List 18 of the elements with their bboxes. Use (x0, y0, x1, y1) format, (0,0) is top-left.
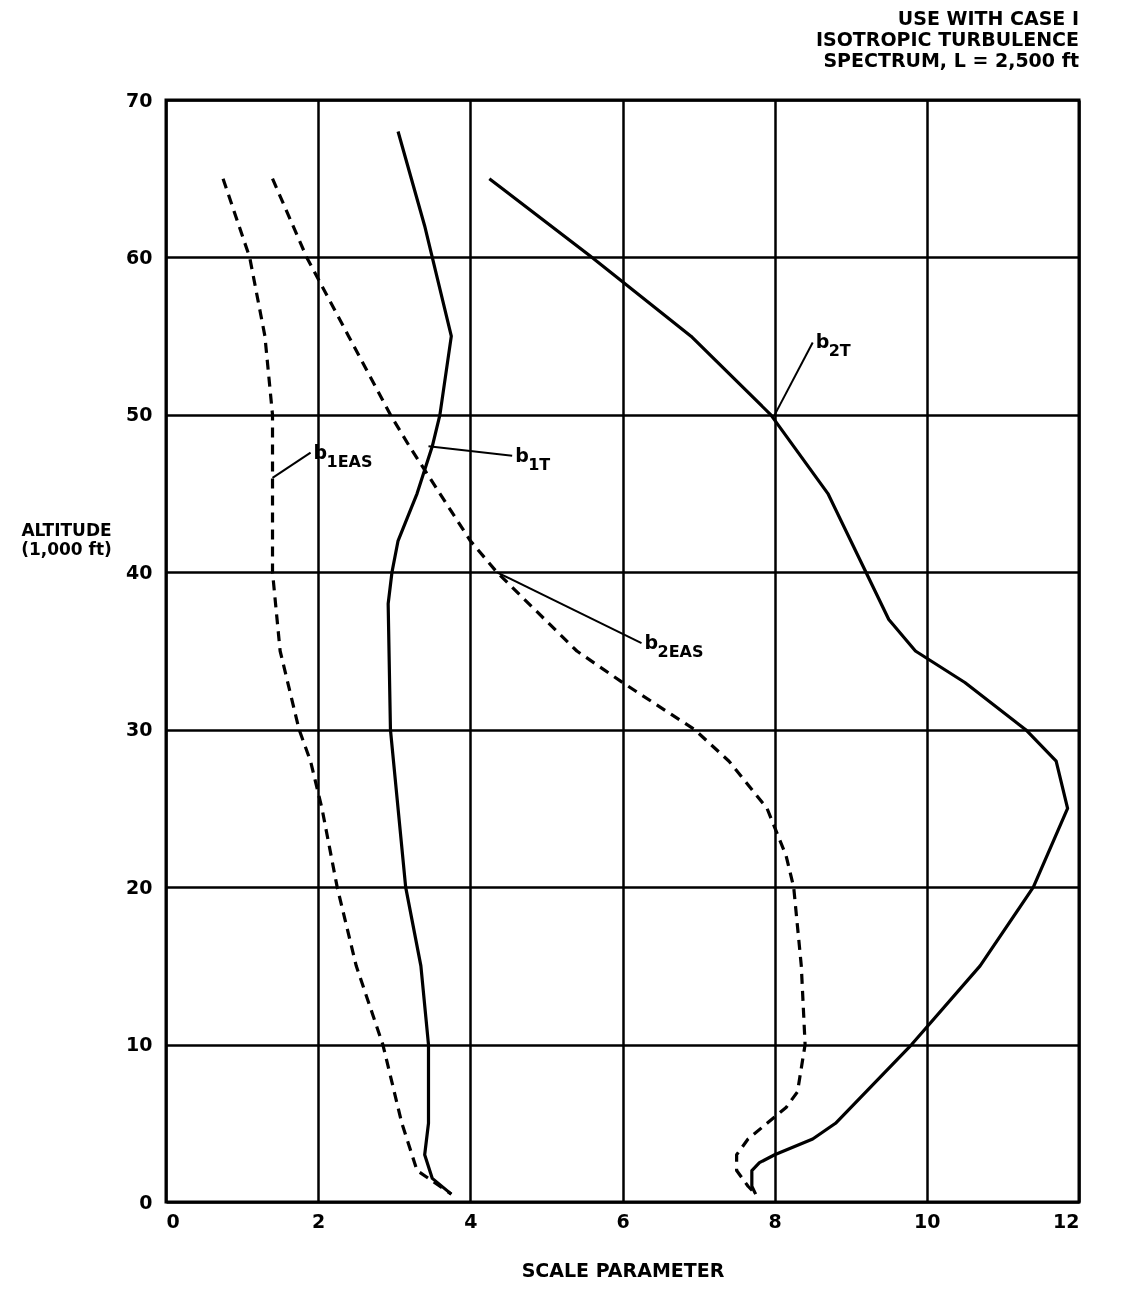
y-tick-label: 30 (126, 718, 153, 741)
y-tick-label: 50 (126, 403, 153, 426)
x-tick-label: 6 (616, 1209, 630, 1232)
y-tick-label: 70 (126, 88, 153, 111)
x-axis-title: SCALE PARAMETER (521, 1258, 725, 1281)
x-tick-label: 12 (1053, 1209, 1080, 1232)
chart-title: USE WITH CASE I ISOTROPIC TURBULENCE SPECTRUM, L = 2,500 ft (815, 7, 1079, 71)
x-tick-label: 4 (464, 1209, 478, 1232)
y-axis-title: ALTITUDE (1,000 ft) (21, 519, 112, 559)
y-tick-label: 0 (139, 1190, 153, 1213)
x-tick-label: 10 (914, 1209, 941, 1232)
x-tick-label: 8 (768, 1209, 782, 1232)
x-tick-label: 0 (166, 1209, 180, 1232)
y-tick-label: 60 (126, 245, 153, 268)
x-tick-label: 2 (312, 1209, 326, 1232)
y-tick-label: 20 (126, 875, 153, 898)
y-tick-label: 40 (126, 560, 153, 583)
y-tick-label: 10 (126, 1033, 153, 1056)
